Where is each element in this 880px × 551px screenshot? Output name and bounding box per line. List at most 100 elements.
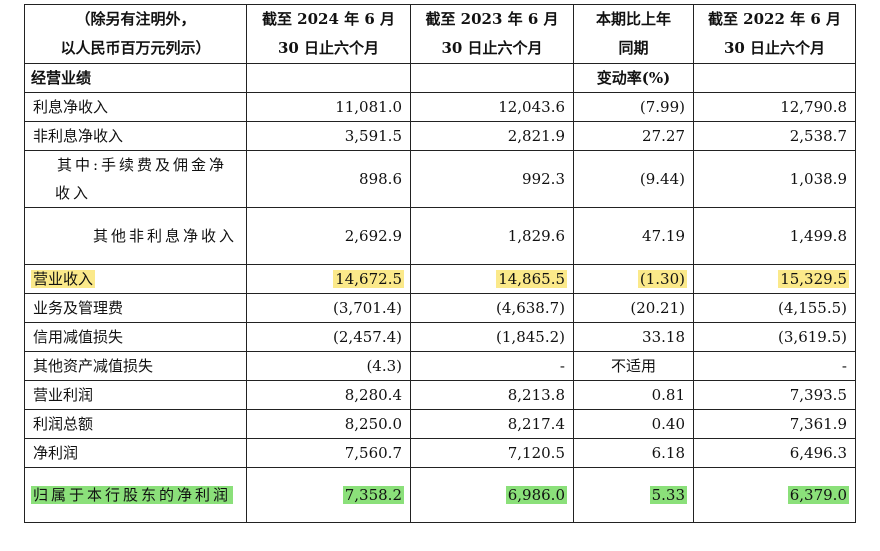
row-label: 净利润 — [24, 438, 247, 468]
value-2023: 992.3 — [410, 150, 574, 208]
cell-text: 992.3 — [522, 170, 565, 188]
value-2022: 7,361.9 — [693, 409, 856, 439]
value-2022: - — [693, 351, 856, 381]
value-2024: 2,692.9 — [246, 207, 411, 265]
table-row: 利息净收入 11,081.0 12,043.6 (7.99) 12,790.8 — [24, 92, 856, 122]
cell-text: 7,560.7 — [344, 444, 402, 462]
cell-text: 8,250.0 — [344, 415, 402, 433]
cell-text: (20.21) — [630, 299, 685, 317]
change-rate: (7.99) — [573, 92, 694, 122]
cell-text: 0.40 — [651, 415, 685, 433]
cell-text: 15,329.5 — [778, 270, 849, 288]
table-row: 非利息净收入 3,591.5 2,821.9 27.27 2,538.7 — [24, 121, 856, 151]
cell-text: 2,821.9 — [507, 127, 565, 145]
cell-text: 7,358.2 — [342, 486, 404, 504]
change-rate: 33.18 — [573, 322, 694, 352]
cell-text: 营业利润 — [33, 386, 94, 404]
cell-text: 其他资产减值损失 — [33, 357, 154, 375]
value-2023: 14,865.5 — [410, 264, 574, 294]
value-2024: 11,081.0 — [246, 92, 411, 122]
cell-text: 8,217.4 — [507, 415, 565, 433]
value-2022: 7,393.5 — [693, 380, 856, 410]
value-2024: 14,672.5 — [246, 264, 411, 294]
cell-text: (9.44) — [639, 170, 685, 188]
row-label: 其他非利息净收入 — [24, 207, 247, 265]
cell-text: 14,865.5 — [496, 270, 567, 288]
cell-text: 利润总额 — [33, 415, 94, 433]
value-2024: 3,591.5 — [246, 121, 411, 151]
change-rate: (9.44) — [573, 150, 694, 208]
row-label: 非利息净收入 — [24, 121, 247, 151]
cell-text: 信用减值损失 — [33, 328, 124, 346]
value-2022: (4,155.5) — [693, 293, 856, 323]
change-rate: 0.40 — [573, 409, 694, 439]
cell-text: 12,043.6 — [498, 98, 565, 116]
header-yoy-change: 本期比上年 同期 — [573, 4, 694, 64]
change-rate: 5.33 — [573, 467, 694, 523]
cell-text: 47.19 — [642, 227, 685, 245]
value-2024: 8,250.0 — [246, 409, 411, 439]
value-2022: (3,619.5) — [693, 322, 856, 352]
cell-text: 12,790.8 — [780, 98, 847, 116]
change-rate: (20.21) — [573, 293, 694, 323]
value-2024: 898.6 — [246, 150, 411, 208]
table-row: 业务及管理费 (3,701.4) (4,638.7) (20.21) (4,155.5) — [24, 293, 856, 323]
cell-text: 业务及管理费 — [33, 299, 124, 317]
value-2024: (3,701.4) — [246, 293, 411, 323]
cell-text: 净利润 — [33, 444, 79, 462]
value-2022: 1,499.8 — [693, 207, 856, 265]
row-label: 利润总额 — [24, 409, 247, 439]
value-2024: 7,358.2 — [246, 467, 411, 523]
table-row: 营业利润 8,280.4 8,213.8 0.81 7,393.5 — [24, 380, 856, 410]
table-header-row: （除另有注明外， 以人民币百万元列示） 截至 2024 年 6 月 30 日止六… — [24, 4, 856, 64]
header-2024h1: 截至 2024 年 6 月 30 日止六个月 — [246, 4, 411, 64]
value-2022: 15,329.5 — [693, 264, 856, 294]
change-rate: 47.19 — [573, 207, 694, 265]
cell-text: - — [559, 357, 565, 375]
section-label: 经营业绩 — [24, 63, 247, 93]
cell-text: 归属于本行股东的净利润 — [31, 486, 234, 504]
table-row: 其他非利息净收入 2,692.9 1,829.6 47.19 1,499.8 — [24, 207, 856, 265]
cell-text: 营业收入 — [31, 270, 96, 288]
row-label: 业务及管理费 — [24, 293, 247, 323]
cell-text: 其中:手续费及佣金净收入 — [55, 156, 228, 202]
section-row: 经营业绩 变动率(%) — [24, 63, 856, 93]
value-2023: 8,213.8 — [410, 380, 574, 410]
header-units-note: （除另有注明外， 以人民币百万元列示） — [24, 4, 247, 64]
table-row: 归属于本行股东的净利润 7,358.2 6,986.0 5.33 6,379.0 — [24, 467, 856, 523]
cell-text: 8,280.4 — [344, 386, 402, 404]
cell-text: 898.6 — [359, 170, 402, 188]
cell-text: 11,081.0 — [335, 98, 402, 116]
cell-text: (3,619.5) — [778, 328, 847, 346]
cell-text: 2,538.7 — [789, 127, 847, 145]
table-row: 净利润 7,560.7 7,120.5 6.18 6,496.3 — [24, 438, 856, 468]
table-row: 营业收入 14,672.5 14,865.5 (1.30) 15,329.5 — [24, 264, 856, 294]
cell-text: 2,692.9 — [344, 227, 402, 245]
cell-text: 3,591.5 — [344, 127, 402, 145]
value-2023: 12,043.6 — [410, 92, 574, 122]
cell-text: 不适用 — [610, 357, 656, 375]
cell-text: (4,155.5) — [778, 299, 847, 317]
cell-text: 7,120.5 — [507, 444, 565, 462]
row-label: 归属于本行股东的净利润 — [24, 467, 247, 523]
value-2023: 8,217.4 — [410, 409, 574, 439]
value-2024: (4.3) — [246, 351, 411, 381]
change-rate: 6.18 — [573, 438, 694, 468]
row-label: 其中:手续费及佣金净收入 — [24, 150, 247, 208]
change-rate: 27.27 — [573, 121, 694, 151]
row-label: 营业收入 — [24, 264, 247, 294]
cell-text: 27.27 — [642, 127, 685, 145]
header-2022h1: 截至 2022 年 6 月 30 日止六个月 — [693, 4, 856, 64]
change-rate: (1.30) — [573, 264, 694, 294]
value-2022: 6,496.3 — [693, 438, 856, 468]
cell-text: 8,213.8 — [507, 386, 565, 404]
cell-text: 1,829.6 — [507, 227, 565, 245]
cell-text: 1,499.8 — [789, 227, 847, 245]
value-2024: 8,280.4 — [246, 380, 411, 410]
value-2023: (4,638.7) — [410, 293, 574, 323]
value-2022: 6,379.0 — [693, 467, 856, 523]
cell-text: (2,457.4) — [333, 328, 402, 346]
row-label: 利息净收入 — [24, 92, 247, 122]
change-rate-label: 变动率(%) — [573, 63, 694, 93]
cell-text: (1,845.2) — [496, 328, 565, 346]
